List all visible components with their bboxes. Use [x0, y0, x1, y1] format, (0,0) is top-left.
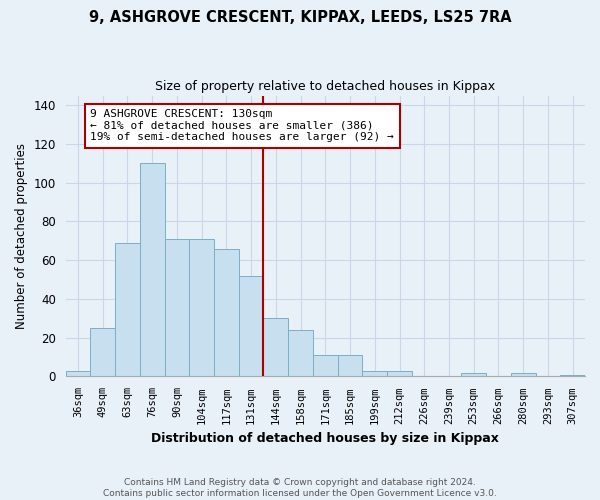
Bar	[313, 355, 338, 376]
Bar	[511, 372, 536, 376]
Bar	[288, 330, 313, 376]
Bar	[190, 239, 214, 376]
Bar	[65, 370, 91, 376]
Bar	[387, 370, 412, 376]
Text: 9, ASHGROVE CRESCENT, KIPPAX, LEEDS, LS25 7RA: 9, ASHGROVE CRESCENT, KIPPAX, LEEDS, LS2…	[89, 10, 511, 25]
Bar	[461, 372, 486, 376]
Text: 9 ASHGROVE CRESCENT: 130sqm
← 81% of detached houses are smaller (386)
19% of se: 9 ASHGROVE CRESCENT: 130sqm ← 81% of det…	[91, 109, 394, 142]
Bar	[263, 318, 288, 376]
Bar	[115, 243, 140, 376]
X-axis label: Distribution of detached houses by size in Kippax: Distribution of detached houses by size …	[151, 432, 499, 445]
Y-axis label: Number of detached properties: Number of detached properties	[15, 143, 28, 329]
Bar	[338, 355, 362, 376]
Bar	[164, 239, 190, 376]
Bar	[214, 248, 239, 376]
Bar	[91, 328, 115, 376]
Bar	[362, 370, 387, 376]
Bar	[560, 374, 585, 376]
Title: Size of property relative to detached houses in Kippax: Size of property relative to detached ho…	[155, 80, 496, 93]
Text: Contains HM Land Registry data © Crown copyright and database right 2024.
Contai: Contains HM Land Registry data © Crown c…	[103, 478, 497, 498]
Bar	[140, 164, 164, 376]
Bar	[239, 276, 263, 376]
